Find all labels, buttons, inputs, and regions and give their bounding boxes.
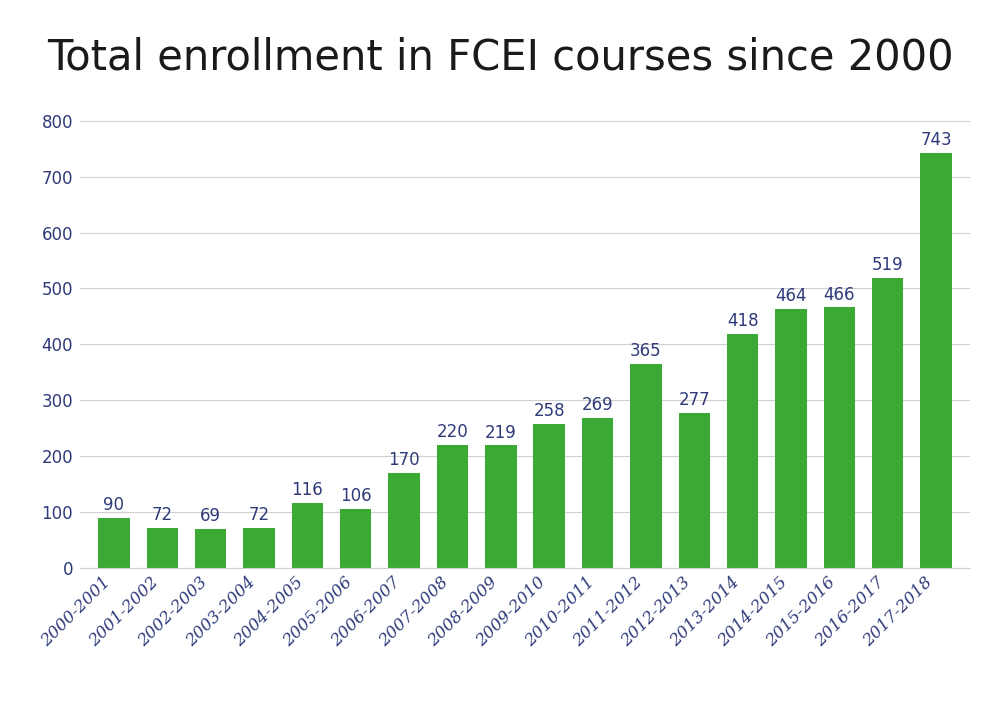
Text: 90: 90	[103, 496, 124, 514]
Text: 466: 466	[824, 285, 855, 304]
Bar	[292, 503, 323, 568]
Bar	[388, 473, 420, 568]
Text: 269: 269	[582, 395, 613, 414]
Text: 418: 418	[727, 312, 758, 331]
Text: 464: 464	[775, 287, 807, 305]
Text: 220: 220	[437, 423, 468, 441]
Bar	[727, 334, 758, 568]
Text: 69: 69	[200, 507, 221, 526]
Text: Total enrollment in FCEI courses since 2000: Total enrollment in FCEI courses since 2…	[47, 36, 953, 79]
Text: 116: 116	[291, 481, 323, 499]
Text: 277: 277	[678, 391, 710, 409]
Bar	[533, 424, 565, 568]
Bar	[437, 445, 468, 568]
Text: 219: 219	[485, 424, 517, 442]
Bar	[98, 518, 130, 568]
Bar	[147, 528, 178, 568]
Bar	[243, 528, 275, 568]
Bar	[485, 446, 517, 568]
Bar	[824, 307, 855, 568]
Text: 519: 519	[872, 256, 904, 274]
Text: 743: 743	[920, 131, 952, 149]
Bar	[775, 309, 807, 568]
Bar	[630, 364, 662, 568]
Bar	[679, 413, 710, 568]
Bar	[340, 509, 371, 568]
Text: 72: 72	[248, 506, 270, 523]
Bar	[872, 278, 903, 568]
Bar	[582, 418, 613, 568]
Text: 72: 72	[152, 506, 173, 523]
Bar	[195, 529, 226, 568]
Text: 258: 258	[533, 402, 565, 420]
Text: 106: 106	[340, 487, 372, 505]
Text: 170: 170	[388, 451, 420, 469]
Text: 365: 365	[630, 342, 662, 360]
Bar	[920, 153, 952, 568]
